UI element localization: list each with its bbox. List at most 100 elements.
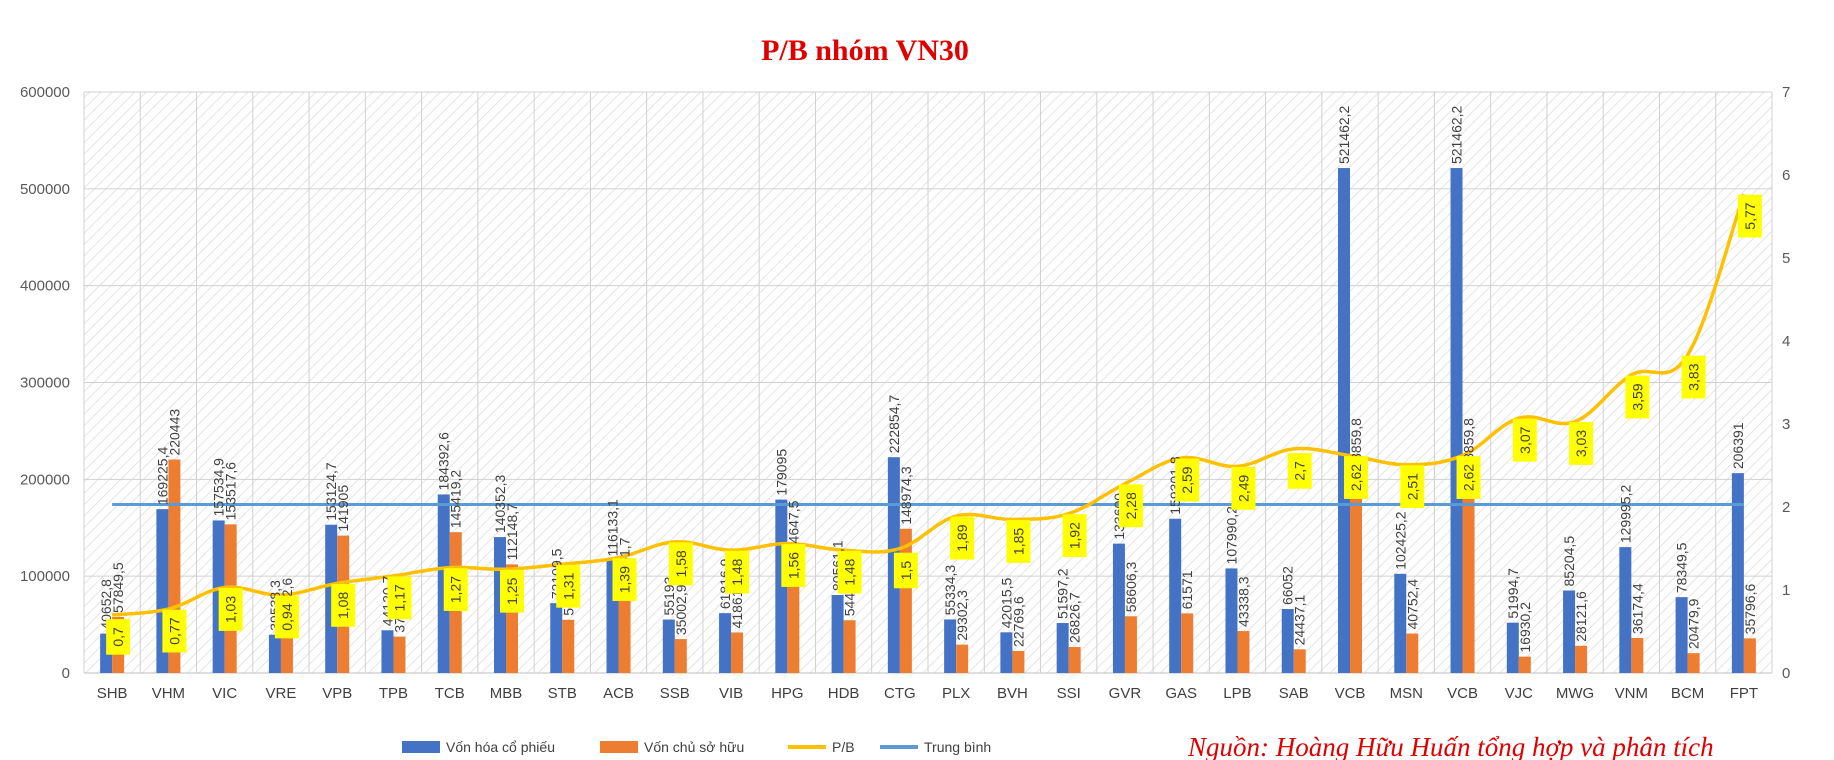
legend: Vốn hóa cổ phiếu Vốn chủ sở hữu P/B Trun… (402, 739, 991, 755)
pb-label-vcb-24: 2,62 (1456, 456, 1481, 499)
x-tick-label-hdb: HDB (828, 685, 860, 702)
y-tick-label: 0 (62, 665, 70, 682)
pb-label-box (1512, 418, 1537, 462)
pb-label-text: 2,49 (1235, 474, 1251, 501)
pb-label-text: 2,51 (1404, 473, 1420, 500)
pb-label-box (556, 564, 581, 608)
pb-label-box (274, 595, 299, 639)
pb-label-box (1625, 375, 1650, 419)
bar-von-chu-so-huu-vre (280, 632, 293, 673)
label-von-chu-so-huu-hpg: 114647,5 (785, 500, 801, 558)
pb-label-box (1231, 466, 1256, 510)
x-tick-label-ctg: CTG (884, 685, 916, 702)
pb-label-box (1175, 458, 1200, 502)
pb-label-text: 2,28 (1123, 492, 1139, 519)
pb-label-ssb-10: 1,58 (668, 542, 693, 586)
legend-label-trung-binh: Trung bình (924, 739, 991, 755)
bar-von-hoa-gvr (1112, 543, 1125, 673)
pb-label-box (162, 609, 187, 653)
pb-label-vic-2: 1,03 (218, 588, 243, 631)
label-von-hoa-bvh: 42015,5 (998, 577, 1014, 628)
label-von-hoa-plx: 55334,3 (942, 565, 958, 616)
y2-tick-label: 7 (1782, 84, 1790, 101)
label-von-hoa-lpb: 107990,2 (1223, 506, 1239, 565)
bar-von-chu-so-huu-sab (1293, 649, 1306, 673)
pb-label-box (106, 619, 131, 655)
bar-von-chu-so-huu-vib (731, 632, 744, 673)
pb-label-box (668, 542, 693, 586)
pb-label-box (612, 558, 637, 602)
pb-label-vib-11: 1,48 (725, 550, 750, 594)
x-tick-label-vnm: VNM (1615, 685, 1648, 702)
x-tick-label-hpg: HPG (771, 685, 804, 702)
pb-label-text: 1,5 (898, 561, 914, 581)
x-tick-label-gas: GAS (1165, 685, 1197, 702)
pb-label-text: 1,31 (560, 572, 576, 599)
label-von-chu-so-huu-vpb: 141905 (335, 485, 351, 532)
label-von-chu-so-huu-bcm: 20479,9 (1686, 598, 1702, 649)
pb-label-text: 2,59 (1179, 466, 1195, 493)
bar-von-hoa-stb (550, 603, 563, 673)
pb-label-hpg-12: 1,56 (781, 544, 806, 587)
pb-label-box (725, 550, 750, 594)
pb-label-fpt-29: 5,77 (1737, 194, 1762, 238)
pb-label-sab-21: 2,7 (1287, 453, 1312, 489)
label-von-chu-so-huu-vnm: 36174,4 (1629, 583, 1645, 634)
pb-label-box (387, 576, 412, 620)
pb-label-vcb-22: 2,62 (1344, 456, 1368, 499)
pb-label-vpb-4: 1,08 (331, 583, 356, 627)
bar-von-chu-so-huu-plx (956, 644, 969, 673)
x-tick-label-mwg: MWG (1556, 685, 1594, 702)
y2-tick-label: 4 (1782, 333, 1790, 350)
chart-title: P/B nhóm VN30 (761, 34, 969, 67)
pb-label-box (1118, 484, 1143, 528)
label-von-hoa-vnm: 129995,2 (1617, 485, 1633, 544)
pb-label-mwg-26: 3,03 (1569, 422, 1594, 465)
pb-label-bcm-28: 3,83 (1681, 355, 1706, 399)
pb-label-gvr-18: 2,28 (1118, 484, 1143, 528)
bar-von-chu-so-huu-stb (562, 619, 575, 673)
pb-label-box (893, 552, 918, 589)
x-tick-label-gvr: GVR (1109, 685, 1142, 702)
bar-von-hoa-mwg (1563, 590, 1576, 673)
pb-label-shb-0: 0,7 (106, 619, 131, 655)
label-von-hoa-shb: 40652,8 (98, 579, 114, 630)
x-tick-label-acb: ACB (603, 685, 634, 702)
y2-tick-label: 3 (1782, 416, 1790, 433)
pb-label-text: 2,7 (1292, 461, 1308, 481)
x-tick-label-stb: STB (548, 685, 577, 702)
bar-von-hoa-sab (1281, 609, 1294, 673)
bar-von-chu-so-huu-lpb (1237, 631, 1250, 673)
y2-tick-label: 0 (1782, 665, 1790, 682)
bar-von-chu-so-huu-ssi (1068, 647, 1081, 673)
bar-von-hoa-vcb (1450, 168, 1463, 673)
bar-von-hoa-ssb (662, 619, 675, 673)
pb-label-vjc-25: 3,07 (1512, 418, 1537, 462)
pb-label-tcb-6: 1,27 (443, 568, 468, 611)
label-von-hoa-mwg: 85204,5 (1561, 536, 1577, 587)
bar-von-chu-so-huu-hdb (843, 620, 856, 673)
pb-label-vnm-27: 3,59 (1625, 375, 1650, 419)
bar-von-chu-so-huu-mwg (1575, 645, 1588, 673)
label-von-chu-so-huu-vic: 153517,6 (223, 462, 239, 521)
label-von-chu-so-huu-fpt: 35796,6 (1742, 584, 1758, 635)
label-von-chu-so-huu-ssi: 26826,7 (1067, 592, 1083, 643)
label-von-hoa-sab: 66052 (1280, 566, 1296, 605)
bar-von-hoa-hdb (831, 594, 844, 673)
x-tick-label-bcm: BCM (1671, 685, 1704, 702)
bar-von-chu-so-huu-gvr (1124, 616, 1137, 673)
bar-von-chu-so-huu-msn (1406, 633, 1419, 673)
pb-label-text: 1,58 (673, 550, 689, 577)
label-von-hoa-vcb: 521462,2 (1449, 105, 1465, 164)
legend-label-pb: P/B (832, 739, 855, 755)
bar-von-chu-so-huu-vcb (1350, 480, 1362, 673)
label-von-chu-so-huu-bvh: 22769,6 (1010, 596, 1026, 647)
pb-label-box (500, 569, 524, 613)
bar-von-hoa-vre (268, 634, 281, 673)
pb-label-box (331, 583, 356, 627)
pb-label-bvh-16: 1,85 (1006, 520, 1031, 563)
label-von-hoa-vcb: 521462,2 (1336, 105, 1352, 164)
bar-von-chu-so-huu-ssb (674, 639, 687, 673)
x-tick-label-vcb: VCB (1447, 685, 1478, 702)
pb-label-box (1006, 520, 1031, 563)
